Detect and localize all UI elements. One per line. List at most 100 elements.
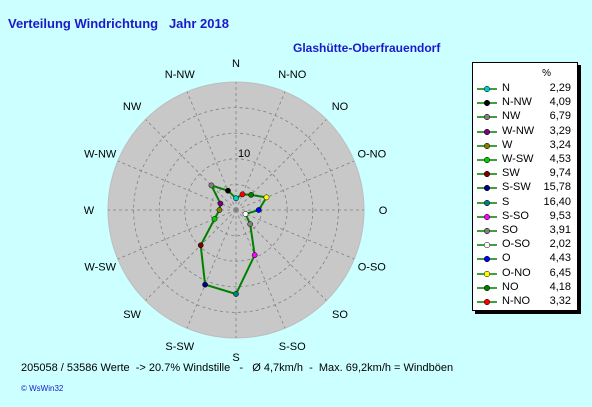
radial-tick-labels: 10 — [238, 148, 250, 160]
legend-label: S-SW — [502, 181, 531, 194]
radial-tick-label: 10 — [238, 148, 250, 160]
direction-label: NW — [123, 101, 142, 113]
legend-label: S — [502, 195, 510, 208]
data-point-marker — [211, 216, 218, 222]
direction-label: SW — [123, 309, 141, 321]
direction-labels: N N-NW NW W-NW W W-SW SW S-SW S S-SO SO O-SO O O-NO NO… — [84, 58, 388, 364]
data-point-marker — [225, 187, 231, 194]
data-point-marker — [251, 252, 258, 258]
data-point-marker — [208, 182, 215, 189]
legend-label: SO — [502, 224, 518, 236]
legend-item: N 2,29 — [473, 82, 577, 96]
legend-item: NO 4,18 — [473, 281, 577, 295]
legend-swatch — [477, 242, 497, 249]
legend-value: 6,45 — [549, 266, 571, 279]
data-point-marker — [247, 221, 254, 228]
data-point-marker — [263, 194, 270, 201]
legend-label: N — [502, 82, 510, 94]
legend-swatch — [477, 284, 497, 291]
direction-label: W — [84, 205, 95, 217]
grid-ring — [133, 107, 339, 313]
data-point-marker — [197, 242, 204, 249]
legend-label: O — [502, 252, 511, 265]
legend-swatch — [477, 298, 497, 306]
legend-swatch — [477, 199, 497, 206]
series — [197, 182, 270, 297]
direction-label: O-SO — [358, 261, 387, 273]
legend-item: W-NW 3,29 — [473, 125, 577, 139]
legend-label: N-NW — [502, 96, 532, 109]
data-point-marker — [216, 207, 223, 213]
legend-swatch — [477, 128, 497, 135]
legend-header: % — [542, 68, 551, 79]
legend-value: 4,43 — [549, 252, 571, 265]
legend-item: O 4,43 — [473, 252, 577, 266]
grid — [108, 82, 364, 338]
direction-label: N — [232, 58, 240, 70]
direction-label: S-SW — [165, 341, 194, 353]
direction-label: N-NO — [278, 69, 307, 81]
legend-label: O-NO — [502, 266, 531, 279]
legend-swatch — [477, 213, 497, 220]
legend-swatch — [477, 100, 497, 107]
legend-label: W — [502, 138, 513, 151]
data-point-marker — [248, 192, 254, 198]
legend-value: 4,53 — [549, 153, 571, 165]
data-point-marker — [233, 195, 239, 202]
legend: % N 2,29 N-NW 4,09 NW 6,79 W-NW 3,29 W 3,24 W-SW 4,… — [472, 62, 578, 311]
grid-ring — [158, 132, 314, 288]
legend-value: 2,02 — [549, 238, 571, 251]
legend-value: 6,79 — [549, 110, 571, 123]
legend-item: N-NW 4,09 — [473, 96, 577, 110]
grid-ring — [209, 183, 262, 236]
legend-value: 4,09 — [549, 96, 571, 109]
legend-value: 3,91 — [549, 224, 571, 236]
legend-item: S 16,40 — [473, 196, 577, 210]
legend-swatch — [477, 227, 497, 235]
direction-label: W-SW — [84, 261, 116, 273]
legend-item: S-SW 15,78 — [473, 181, 577, 195]
legend-label: S-SO — [502, 209, 529, 222]
legend-item: W-SW 4,53 — [473, 153, 577, 167]
direction-label: O — [379, 205, 388, 217]
legend-value: 16,40 — [543, 195, 571, 208]
legend-value: 9,53 — [549, 209, 571, 222]
legend-value: 2,29 — [549, 82, 571, 94]
grid-ring — [184, 158, 288, 262]
legend-swatch — [477, 185, 497, 192]
legend-swatch — [477, 270, 497, 277]
direction-label: S-SO — [279, 341, 306, 353]
direction-label: S — [232, 352, 239, 364]
legend-item: SW 9,74 — [473, 167, 577, 181]
station-name: Glashütte-Oberfrauendorf — [293, 41, 441, 55]
direction-label: N-NW — [165, 69, 196, 81]
direction-label: NO — [332, 101, 349, 113]
data-point-marker — [202, 281, 208, 288]
legend-label: NW — [502, 110, 521, 123]
data-point-marker — [217, 200, 224, 207]
legend-swatch — [477, 156, 497, 164]
legend-label: N-NO — [502, 295, 531, 307]
software-credit: © WsWin32 — [21, 384, 64, 393]
legend-item: NW 6,79 — [473, 110, 577, 124]
legend-label: NO — [502, 280, 519, 293]
legend-item: W 3,24 — [473, 139, 577, 153]
legend-value: 3,29 — [549, 124, 571, 137]
legend-value: 9,74 — [549, 167, 571, 180]
direction-label: SO — [332, 309, 348, 321]
legend-swatch — [477, 85, 497, 93]
legend-swatch — [477, 171, 497, 178]
legend-value: 15,78 — [543, 181, 571, 194]
legend-item: N-NO 3,32 — [473, 295, 577, 309]
legend-item: O-SO 2,02 — [473, 238, 577, 252]
legend-value: 3,24 — [549, 138, 571, 151]
legend-swatch — [477, 142, 497, 149]
legend-swatch — [477, 256, 497, 263]
legend-value: 3,32 — [549, 295, 571, 307]
legend-label: SW — [502, 167, 520, 180]
legend-label: W-SW — [502, 153, 534, 165]
data-point-marker — [255, 207, 262, 213]
data-point-marker — [242, 211, 249, 217]
legend-label: W-NW — [502, 124, 535, 137]
